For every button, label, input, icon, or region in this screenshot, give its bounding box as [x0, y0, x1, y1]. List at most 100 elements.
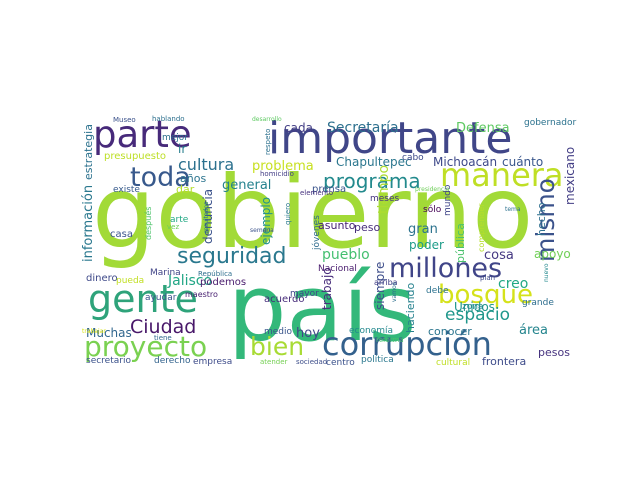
word-bien: bien: [250, 332, 304, 361]
word-jóvenes: jóvenes: [311, 215, 322, 251]
word-peso: peso: [354, 221, 380, 234]
word-tiempo: tiempo: [376, 165, 392, 214]
word-secretario: secretario: [86, 356, 131, 366]
word-cuánto: cuánto: [502, 155, 543, 169]
word-chapultepec: Chapultepec: [336, 155, 412, 169]
word-vamos: vamos: [391, 282, 398, 302]
word-casa: casa: [110, 229, 133, 240]
word-trabajar: trabajar: [82, 328, 106, 335]
word-desarrollo: desarrollo: [252, 116, 282, 123]
word-secretaría: Secretaría: [327, 120, 399, 136]
word-seguridad: seguridad: [177, 244, 286, 269]
word-podemos: podemos: [200, 277, 246, 288]
word-mayor: mayor: [290, 289, 319, 299]
word-creo: creo: [498, 276, 528, 292]
word-pesos: pesos: [538, 346, 570, 359]
word-después: después: [143, 207, 153, 240]
word-general: general: [222, 178, 271, 193]
word-gobierno: gobierno: [92, 154, 533, 271]
word-quiero: quiero: [284, 203, 292, 225]
word-dar: dar: [176, 183, 195, 196]
word-muchas: Muchas: [86, 326, 132, 340]
word-homicidio: homicidio: [260, 170, 294, 178]
word-arriba: arriba: [374, 278, 398, 287]
word-mundo: mundo: [443, 184, 453, 216]
word-bosque: bosque: [438, 280, 533, 310]
word-jalisco: Jalisco: [167, 273, 212, 289]
word-cosa: cosa: [484, 248, 514, 263]
word-tema: tema: [505, 206, 521, 213]
word-cabo: cabo: [402, 153, 424, 163]
word-semana: semana: [250, 227, 274, 234]
word-plan: plan: [480, 274, 495, 282]
word-ir: ir: [178, 142, 186, 156]
word-mexicano: mexicano: [563, 147, 577, 205]
word-cultura: cultura: [178, 155, 234, 174]
word-ciudad: Ciudad: [130, 316, 196, 338]
word-meses: meses: [370, 194, 400, 204]
word-derecho: derecho: [154, 356, 191, 366]
word-problema: problema: [252, 159, 314, 174]
word-política: política: [361, 355, 394, 365]
word-hoy: hoy: [296, 326, 320, 341]
word-millones: millones: [389, 253, 502, 284]
word-haciendo: haciendo: [404, 282, 417, 333]
word-sociedad: sociedad: [296, 358, 327, 366]
word-pública: pública: [454, 223, 467, 263]
word-tiene: tiene: [154, 334, 172, 342]
word-frontera: frontera: [482, 355, 526, 368]
word-reforma: reforma: [376, 336, 404, 344]
word-corrupción: corrupción: [322, 325, 492, 363]
word-proyecto: proyecto: [84, 330, 207, 363]
word-respeto: respeto: [264, 129, 272, 155]
word-resultados: resultados: [203, 202, 210, 233]
word-república: República: [198, 270, 232, 278]
word-gobernador: gobernador: [524, 118, 576, 128]
word-mejor: mejor: [162, 133, 188, 143]
word-museo: Museo: [113, 116, 136, 124]
word-años: años: [180, 172, 206, 185]
word-conocer: conocer: [428, 325, 472, 338]
word-unidos: Unidos: [454, 300, 495, 314]
word-economía: economía: [349, 326, 393, 336]
word-marina: Marina: [150, 268, 181, 278]
word-comprender: comprender: [477, 203, 486, 252]
word-parte: parte: [93, 113, 192, 156]
word-nacional: Nacional: [318, 264, 357, 274]
word-cultural: cultural: [436, 358, 470, 368]
word-trabajo: trabajo: [320, 267, 334, 310]
word-apoyo: apoyo: [534, 247, 571, 261]
word-mismo: mismo: [531, 178, 560, 262]
word-ejemplo: ejemplo: [259, 197, 273, 245]
word-prensa: prensa: [312, 184, 346, 195]
word-pueblo: pueblo: [322, 247, 370, 263]
word-presupuesto: presupuesto: [104, 151, 166, 162]
word-ayudar: ayudar: [145, 293, 177, 303]
word-elemento: elemento: [300, 189, 333, 197]
word-toda: toda: [130, 162, 191, 193]
word-gente: gente: [88, 277, 198, 321]
word-atender: atender: [260, 358, 288, 366]
word-sólo: sólo: [423, 204, 442, 215]
word-información: información: [81, 185, 96, 262]
word-asunto: asunto: [318, 219, 356, 232]
word-acuerdo: acuerdo: [264, 294, 305, 305]
word-espacio: espacio: [445, 305, 510, 325]
word-estrategia: estrategia: [82, 124, 95, 180]
word-importante: importante: [268, 113, 512, 164]
word-arte: arte: [170, 215, 189, 225]
word-hablando: hablando: [152, 115, 185, 123]
word-país: país: [228, 255, 416, 362]
word-poder: poder: [409, 238, 444, 252]
word-pueda: pueda: [116, 276, 144, 286]
word-medio: medio: [264, 327, 293, 337]
word-existe: existe: [113, 185, 140, 195]
word-michoacán: Michoacán: [433, 155, 497, 169]
word-centro: centro: [326, 358, 355, 368]
word-grande: grande: [522, 298, 554, 308]
word-zona: zona: [462, 302, 483, 312]
word-nuevo: nuevo: [543, 263, 550, 282]
word-debe: debe: [426, 286, 449, 296]
word-manera: manera: [440, 156, 564, 194]
